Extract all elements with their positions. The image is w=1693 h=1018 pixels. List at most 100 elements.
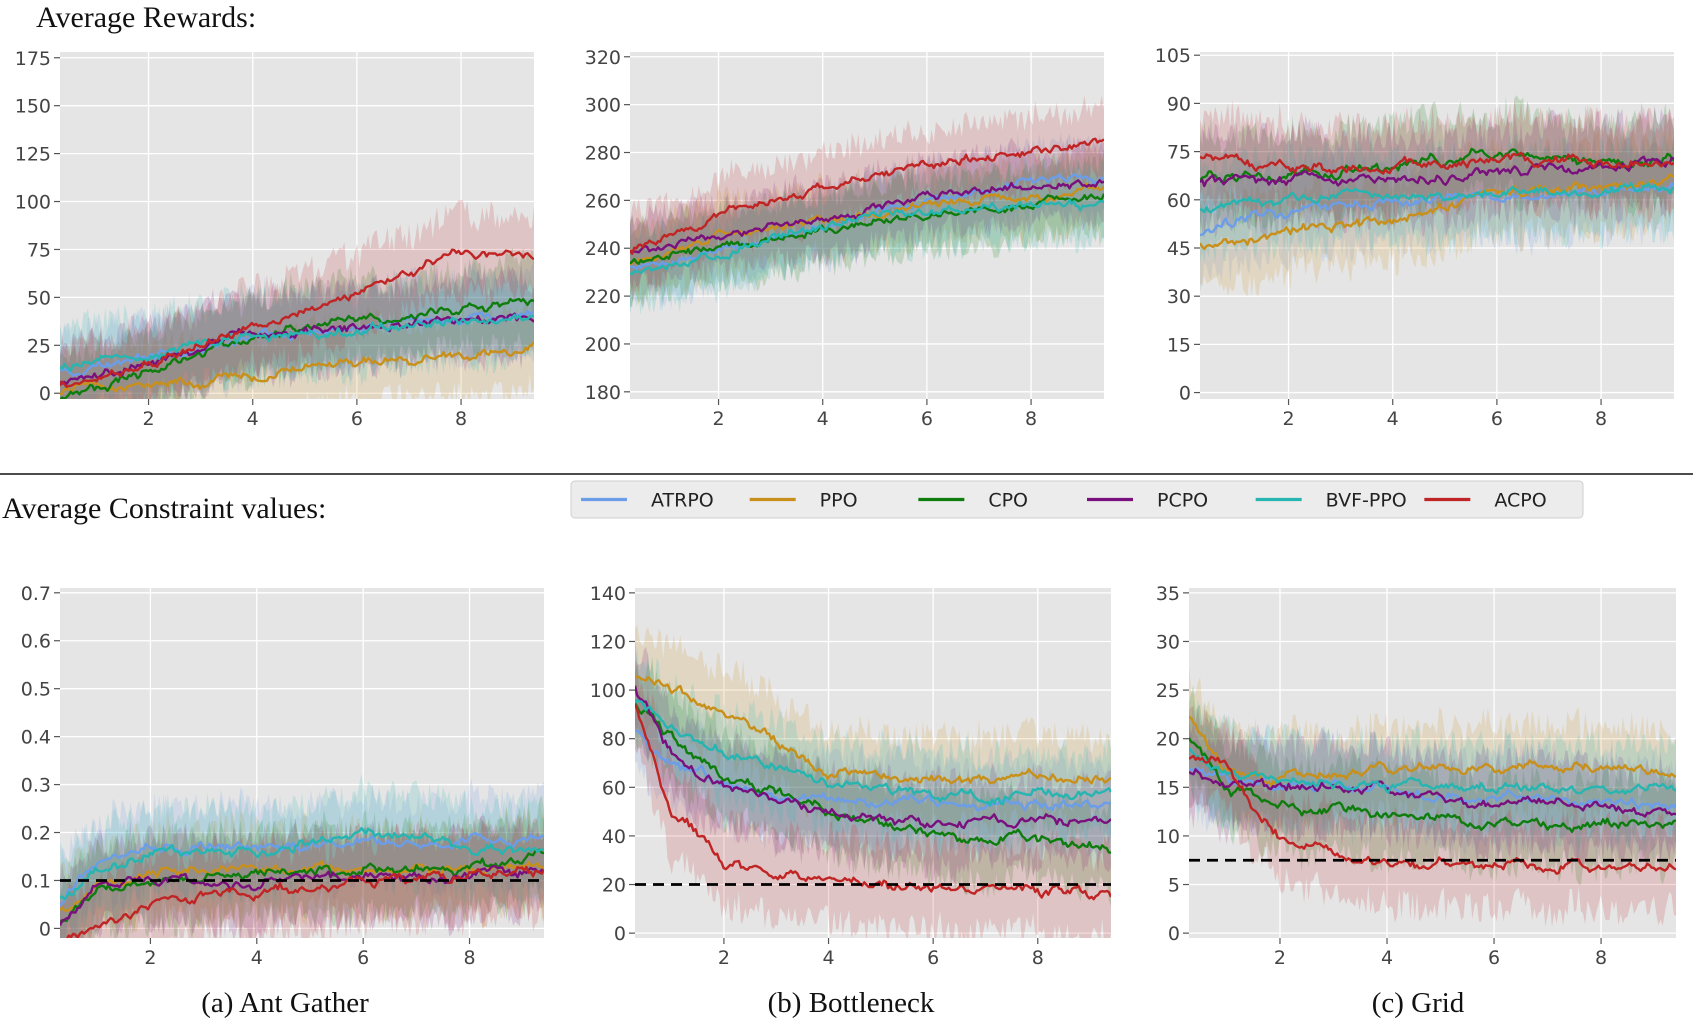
band-cpo: [60, 795, 544, 938]
series-line-pcpo: [630, 178, 1104, 254]
x-tick-label: 6: [357, 947, 369, 969]
chart-ant-gather-average-constraint-values: 2 4 6 8 0 0.1 0.2 0.3 0.4 0.5 0.6 0.7: [21, 583, 544, 969]
caption-grid: (c) Grid: [1372, 987, 1465, 1018]
plot-area: [1189, 588, 1676, 938]
legend-item-cpo: CPO: [918, 490, 1028, 512]
legend-item-acpo: ACPO: [1424, 490, 1547, 512]
chart-ant-gather-average-rewards: 2 4 6 8 0 25 50 75 100 125 150 175: [15, 48, 534, 430]
y-tick-label: 60: [602, 777, 626, 799]
y-tick-label: 120: [590, 631, 626, 653]
y-tick-label: 40: [602, 826, 626, 848]
x-tick-label: 2: [144, 947, 156, 969]
x-tick-label: 2: [1283, 408, 1295, 430]
y-tick-label: 10: [1156, 826, 1180, 848]
series-line-acpo: [630, 137, 1104, 255]
y-tick-label: 260: [585, 190, 621, 212]
series-line-ppo: [1189, 715, 1676, 787]
band-atrpo: [630, 131, 1104, 312]
series-line-atrpo: [60, 832, 544, 907]
series-line-atrpo: [1200, 182, 1674, 237]
y-tick-label: 105: [1155, 45, 1191, 67]
legend-item-bvf-ppo: BVF-PPO: [1255, 490, 1407, 512]
legend-label: ATRPO: [651, 490, 714, 512]
y-tick-label: 20: [602, 875, 626, 897]
x-tick-label: 8: [1032, 947, 1044, 969]
series-line-acpo: [635, 704, 1111, 901]
y-tick-label: 0: [1179, 383, 1191, 405]
y-tick-label: 0: [1168, 923, 1180, 945]
series-line-pcpo: [1189, 768, 1676, 818]
y-tick-label: 0.6: [21, 631, 51, 653]
y-tick-label: 25: [27, 335, 51, 357]
series-layer: [630, 95, 1104, 316]
y-tick-label: 175: [15, 48, 51, 70]
y-tick-label: 45: [1167, 238, 1191, 260]
legend-item-pcpo: PCPO: [1087, 490, 1208, 512]
x-tick-label: 4: [1381, 947, 1393, 969]
x-tick-label: 6: [1491, 408, 1503, 430]
y-tick-label: 75: [27, 239, 51, 261]
series-line-bvf-ppo: [60, 827, 544, 901]
x-tick-label: 4: [1387, 408, 1399, 430]
y-tick-label: 220: [585, 286, 621, 308]
plot-area: [1200, 52, 1674, 399]
y-tick-label: 20: [1156, 729, 1180, 751]
x-tick-label: 6: [351, 408, 363, 430]
legend-item-atrpo: ATRPO: [581, 490, 714, 512]
y-tick-label: 75: [1167, 142, 1191, 164]
legend: ATRPO PPO CPO PCPO BVF-PPO ACPO: [570, 480, 1584, 519]
y-tick-label: 0: [39, 918, 51, 940]
rewards-section-title: Average Rewards:: [36, 1, 256, 34]
x-tick-label: 2: [143, 408, 155, 430]
series-layer: [635, 624, 1111, 938]
y-tick-label: 300: [585, 95, 621, 117]
band-acpo: [630, 95, 1104, 301]
y-tick-label: 25: [1156, 680, 1180, 702]
band-cpo: [630, 149, 1104, 310]
series-line-acpo: [60, 248, 534, 389]
y-tick-label: 15: [1167, 334, 1191, 356]
x-tick-label: 4: [817, 408, 829, 430]
series-line-pcpo: [635, 685, 1111, 830]
band-acpo: [635, 659, 1111, 938]
y-tick-label: 280: [585, 143, 621, 165]
band-ppo: [60, 296, 534, 399]
series-layer: [60, 773, 544, 938]
series-line-ppo: [1200, 173, 1674, 251]
y-tick-label: 90: [1167, 93, 1191, 115]
x-tick-label: 8: [1595, 947, 1607, 969]
caption-ant-gather: (a) Ant Gather: [201, 987, 369, 1018]
x-tick-label: 4: [251, 947, 263, 969]
y-tick-label: 140: [590, 583, 626, 605]
x-tick-label: 8: [1595, 408, 1607, 430]
y-tick-label: 100: [15, 192, 51, 214]
series-line-cpo: [1200, 147, 1674, 184]
legend-label: ACPO: [1494, 490, 1546, 512]
y-tick-label: 30: [1167, 286, 1191, 308]
series-line-bvf-ppo: [1200, 181, 1674, 214]
x-tick-label: 8: [455, 408, 467, 430]
x-tick-label: 2: [1274, 947, 1286, 969]
series-line-bvf-ppo: [1189, 747, 1676, 795]
band-bvf-ppo: [1189, 698, 1676, 852]
legend-box: [570, 480, 1584, 519]
y-tick-label: 150: [15, 96, 51, 118]
y-tick-label: 0.7: [21, 583, 51, 605]
plot-area: [60, 52, 534, 399]
plot-area: [635, 588, 1111, 938]
series-line-cpo: [635, 702, 1111, 854]
chart-grid-average-constraint-values: 2 4 6 8 0 5 10 15 20 25 30 35: [1156, 583, 1676, 969]
series-layer: [60, 200, 534, 399]
y-tick-label: 125: [15, 144, 51, 166]
band-pcpo: [635, 639, 1111, 884]
band-ppo: [635, 624, 1111, 840]
x-tick-label: 4: [822, 947, 834, 969]
caption-bottleneck: (b) Bottleneck: [768, 987, 935, 1018]
series-line-acpo: [1200, 151, 1674, 175]
band-atrpo: [60, 778, 544, 938]
x-tick-label: 8: [463, 947, 475, 969]
y-tick-label: 180: [585, 382, 621, 404]
series-layer: [1189, 665, 1676, 927]
